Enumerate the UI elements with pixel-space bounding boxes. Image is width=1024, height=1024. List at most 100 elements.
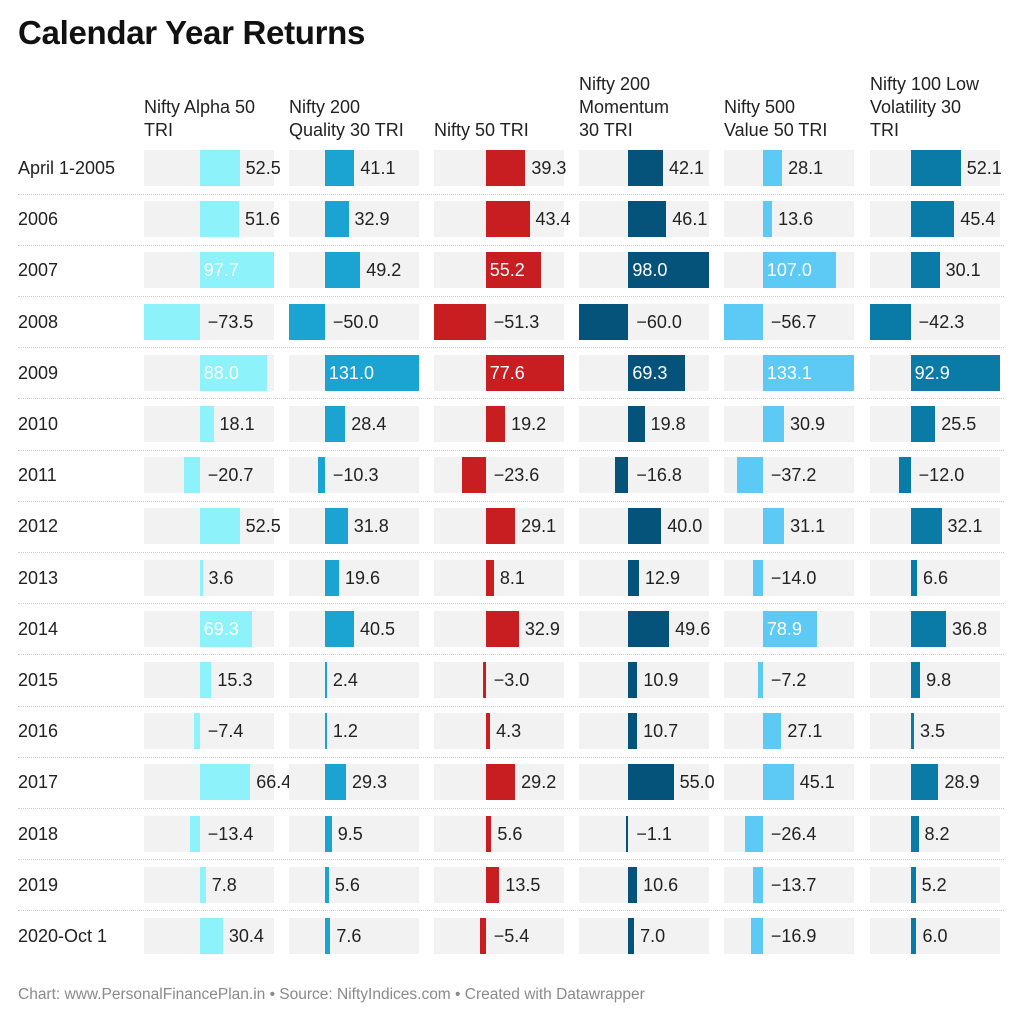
value-label: 30.9 bbox=[790, 414, 826, 434]
row-label: 2010 bbox=[18, 414, 59, 434]
value-label: 6.0 bbox=[922, 926, 948, 946]
bar bbox=[485, 508, 516, 545]
value-label: 78.9 bbox=[766, 618, 802, 639]
bar bbox=[461, 457, 486, 494]
bar bbox=[324, 764, 346, 801]
row-separator bbox=[18, 756, 1004, 758]
value-label: 3.5 bbox=[920, 721, 946, 742]
value-label: 7.6 bbox=[336, 926, 362, 946]
value-label: −16.8 bbox=[636, 465, 682, 486]
cell-background bbox=[434, 918, 564, 954]
row-separator bbox=[18, 296, 1004, 297]
cell-background bbox=[724, 918, 854, 954]
value-label: 19.8 bbox=[650, 414, 686, 434]
cell-background bbox=[144, 559, 274, 596]
value-label: 19.6 bbox=[344, 567, 381, 588]
bar bbox=[324, 508, 348, 545]
bar bbox=[485, 354, 564, 391]
bar bbox=[289, 303, 325, 340]
value-label: −73.5 bbox=[207, 311, 254, 332]
row-label: 2016 bbox=[18, 721, 59, 742]
row-separator bbox=[18, 449, 1004, 451]
cell-background bbox=[724, 406, 854, 442]
cell-background bbox=[724, 713, 854, 750]
value-label: 32.9 bbox=[524, 618, 560, 639]
cell-background bbox=[289, 610, 419, 647]
bar bbox=[910, 662, 921, 698]
value-label: −16.9 bbox=[770, 926, 817, 946]
cell-background bbox=[724, 508, 854, 545]
bar bbox=[199, 354, 267, 391]
bar bbox=[485, 713, 491, 750]
value-label: −37.2 bbox=[770, 465, 817, 486]
value-label: 88.0 bbox=[203, 362, 239, 383]
cell-background bbox=[434, 559, 564, 596]
row-label: 2006 bbox=[18, 209, 59, 230]
row-separator bbox=[18, 244, 1004, 246]
cell-background bbox=[870, 866, 1000, 903]
bar bbox=[910, 354, 1000, 391]
value-label: 40.0 bbox=[667, 516, 703, 537]
bar bbox=[194, 713, 200, 750]
value-label: −42.3 bbox=[918, 311, 965, 332]
value-label: 6.6 bbox=[923, 567, 949, 588]
bar bbox=[199, 252, 274, 289]
value-label: 52.5 bbox=[245, 516, 281, 537]
value-label: 55.2 bbox=[489, 260, 525, 281]
value-label: 55.0 bbox=[679, 772, 715, 793]
bar bbox=[628, 559, 639, 596]
value-label: −5.4 bbox=[493, 926, 530, 946]
cell-background bbox=[434, 815, 564, 852]
bar bbox=[317, 457, 325, 494]
value-label: 45.1 bbox=[799, 772, 835, 793]
cell-background bbox=[724, 662, 854, 698]
bar bbox=[628, 252, 709, 289]
bar bbox=[753, 866, 763, 903]
value-label: 131.0 bbox=[328, 362, 374, 383]
value-label: 8.2 bbox=[924, 823, 950, 844]
bar bbox=[324, 150, 355, 186]
bar bbox=[485, 252, 542, 289]
value-label: −10.3 bbox=[332, 465, 379, 486]
cell-background bbox=[434, 457, 564, 494]
value-label: 28.1 bbox=[788, 158, 824, 178]
bar bbox=[199, 662, 212, 698]
value-label: −26.4 bbox=[770, 823, 817, 844]
bar bbox=[199, 508, 240, 545]
cell-background bbox=[144, 713, 274, 750]
value-label: 49.2 bbox=[366, 260, 402, 281]
value-label: −60.0 bbox=[636, 311, 682, 332]
value-label: −13.4 bbox=[207, 823, 254, 844]
cell-background bbox=[724, 201, 854, 238]
value-label: 13.6 bbox=[778, 209, 814, 230]
bar bbox=[485, 150, 526, 186]
bar bbox=[628, 150, 663, 186]
value-label: 8.1 bbox=[499, 567, 525, 588]
bar bbox=[757, 662, 763, 698]
bar bbox=[762, 201, 773, 238]
value-label: −3.0 bbox=[493, 670, 530, 690]
value-label: 18.1 bbox=[219, 414, 255, 434]
value-label: 15.3 bbox=[217, 670, 253, 690]
row-separator bbox=[18, 347, 1004, 349]
bar bbox=[199, 866, 206, 903]
value-label: 39.3 bbox=[531, 158, 567, 178]
bar bbox=[485, 406, 506, 442]
cell-background bbox=[870, 713, 1000, 750]
value-label: 28.4 bbox=[351, 414, 387, 434]
row-label: 2019 bbox=[18, 874, 59, 895]
value-label: −14.0 bbox=[770, 567, 817, 588]
row-separator bbox=[18, 859, 1004, 861]
bar bbox=[628, 354, 686, 391]
value-label: 25.5 bbox=[941, 414, 977, 434]
bar bbox=[626, 815, 629, 852]
cell-background bbox=[870, 815, 1000, 852]
value-label: 32.9 bbox=[354, 209, 390, 230]
value-label: 49.6 bbox=[675, 618, 711, 639]
cell-background bbox=[144, 815, 274, 852]
bar bbox=[628, 866, 638, 903]
cell-background bbox=[724, 559, 854, 596]
bar bbox=[910, 918, 917, 954]
row-label: 2011 bbox=[18, 465, 57, 486]
bar bbox=[628, 918, 635, 954]
